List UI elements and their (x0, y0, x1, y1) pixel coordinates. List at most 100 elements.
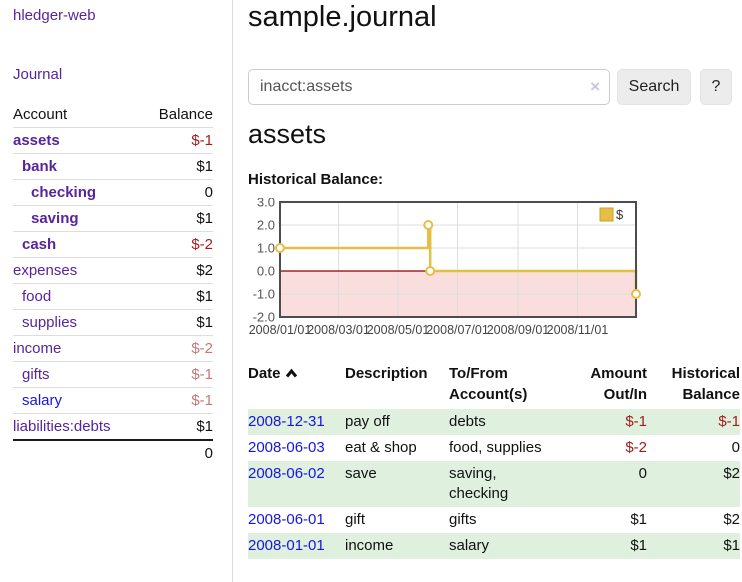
sidebar-item-checking: checking 0 (13, 179, 213, 206)
sidebar-total-row: 0 (13, 440, 213, 466)
column-header-accounts: To/From Account(s) (449, 365, 528, 403)
account-balance: $-2 (191, 340, 213, 357)
account-link[interactable]: liabilities:debts (13, 418, 111, 435)
register-row: 2008-06-02 save saving, checking 0 $2 (248, 461, 740, 507)
transaction-description: pay off (345, 413, 390, 430)
account-column-header: Account (13, 106, 68, 123)
account-balance: $1 (196, 210, 213, 227)
svg-text:2.0: 2.0 (257, 218, 275, 233)
main-content: sample.journal × Search ? assets Histori… (248, 0, 742, 582)
svg-text:2008/09/01: 2008/09/01 (487, 323, 550, 337)
search-button[interactable]: Search (617, 69, 691, 105)
historical-balance-chart: $3.0 2.0 1.0 0.0 -1.0 -2.0 2008/01/01 2008/03/0… (248, 195, 644, 343)
balance-column-header: Balance (158, 106, 213, 123)
account-link[interactable]: income (13, 340, 62, 357)
transaction-accounts: food, supplies (449, 439, 542, 456)
sidebar-total: 0 (204, 445, 213, 462)
account-link[interactable]: assets (13, 132, 60, 149)
sidebar-item-assets: assets $-1 (13, 127, 213, 154)
transaction-accounts: salary (449, 537, 490, 554)
transaction-description: save (345, 465, 377, 482)
help-button[interactable]: ? (700, 69, 732, 105)
account-link[interactable]: food (22, 288, 52, 305)
account-tree-header: Account Balance (13, 102, 213, 128)
transaction-amount: $-2 (625, 439, 647, 456)
transaction-balance: $2 (723, 465, 740, 482)
svg-text:2008/11/01: 2008/11/01 (547, 323, 609, 337)
account-tree: Account Balance assets $-1 bank $1 check… (13, 102, 213, 466)
svg-text:3.0: 3.0 (257, 198, 275, 210)
account-balance: $-1 (191, 366, 213, 383)
register-row: 2008-01-01 income salary $1 $1 (248, 533, 740, 559)
account-link[interactable]: supplies (22, 314, 78, 331)
account-page-title: assets (248, 119, 327, 149)
transaction-balance: $-1 (718, 413, 740, 430)
sidebar-item-salary: salary $-1 (13, 387, 213, 414)
account-balance: $2 (196, 262, 213, 279)
sidebar-item-food: food $1 (13, 283, 213, 310)
transaction-accounts: debts (449, 413, 486, 430)
register-table: Date Description To/From Account(s) Amou… (248, 363, 740, 559)
transaction-amount: $1 (630, 537, 647, 554)
account-balance: $1 (196, 418, 213, 435)
svg-text:2008/05/01: 2008/05/01 (367, 323, 430, 337)
account-balance: $1 (196, 288, 213, 305)
sidebar-item-supplies: supplies $1 (13, 309, 213, 336)
transaction-date-link[interactable]: 2008-01-01 (248, 537, 325, 554)
svg-text:2008/07/01: 2008/07/01 (426, 323, 489, 337)
sidebar-item-cash: cash $-2 (13, 231, 213, 258)
sort-ascending-icon (285, 364, 298, 385)
clear-search-icon[interactable]: × (590, 77, 600, 96)
account-balance: $1 (196, 158, 213, 175)
transaction-date-link[interactable]: 2008-06-02 (248, 465, 325, 482)
transaction-description: gift (345, 511, 366, 528)
app-title-link[interactable]: hledger-web (13, 7, 96, 24)
chart-label: Historical Balance: (248, 171, 384, 188)
transaction-amount: $-1 (625, 413, 647, 430)
sidebar-item-saving: saving $1 (13, 205, 213, 232)
column-header-date[interactable]: Date (248, 363, 345, 409)
transaction-date-link[interactable]: 2008-06-01 (248, 511, 325, 528)
account-link[interactable]: expenses (13, 262, 78, 279)
svg-text:-2.0: -2.0 (253, 310, 275, 325)
sidebar-item-expenses: expenses $2 (13, 257, 213, 284)
sidebar-item-bank: bank $1 (13, 153, 213, 180)
svg-text:-1.0: -1.0 (253, 287, 275, 302)
svg-text:0.0: 0.0 (257, 264, 275, 279)
account-balance: $-1 (191, 392, 213, 409)
svg-text:1.0: 1.0 (257, 241, 275, 256)
transaction-accounts: saving, checking (449, 465, 509, 502)
svg-text:2008/01/01: 2008/01/01 (249, 323, 312, 337)
transaction-balance: $1 (723, 537, 740, 554)
account-balance: 0 (204, 184, 213, 201)
account-link[interactable]: checking (31, 184, 97, 201)
transaction-description: eat & shop (345, 439, 417, 456)
column-header-description: Description (345, 365, 428, 382)
register-row: 2008-12-31 pay off debts $-1 $-1 (248, 409, 740, 435)
nav-journal-link[interactable]: Journal (13, 66, 63, 83)
svg-text:$: $ (616, 207, 624, 222)
register-row: 2008-06-01 gift gifts $1 $2 (248, 507, 740, 533)
page-title: sample.journal (248, 1, 437, 33)
account-link[interactable]: bank (22, 158, 58, 175)
sidebar: hledger-web Journal Account Balance asse… (0, 0, 233, 582)
transaction-date-link[interactable]: 2008-12-31 (248, 413, 325, 430)
account-link[interactable]: salary (22, 392, 63, 409)
transaction-accounts: gifts (449, 511, 477, 528)
search-form: × Search ? (248, 69, 742, 105)
account-link[interactable]: cash (22, 236, 57, 253)
sidebar-item-liabilities-debts: liabilities:debts $1 (13, 413, 213, 441)
column-header-amount: Amount Out/In (590, 365, 647, 403)
account-link[interactable]: gifts (22, 366, 50, 383)
transaction-amount: 0 (638, 465, 647, 482)
transaction-amount: $1 (630, 511, 647, 528)
account-link[interactable]: saving (31, 210, 79, 227)
search-input[interactable] (248, 69, 610, 105)
sidebar-item-income: income $-2 (13, 335, 213, 362)
transaction-description: income (345, 537, 394, 554)
sidebar-item-gifts: gifts $-1 (13, 361, 213, 388)
account-balance: $-1 (191, 132, 213, 149)
transaction-date-link[interactable]: 2008-06-03 (248, 439, 325, 456)
account-balance: $-2 (191, 236, 213, 253)
register-header-row: Date Description To/From Account(s) Amou… (248, 363, 740, 409)
